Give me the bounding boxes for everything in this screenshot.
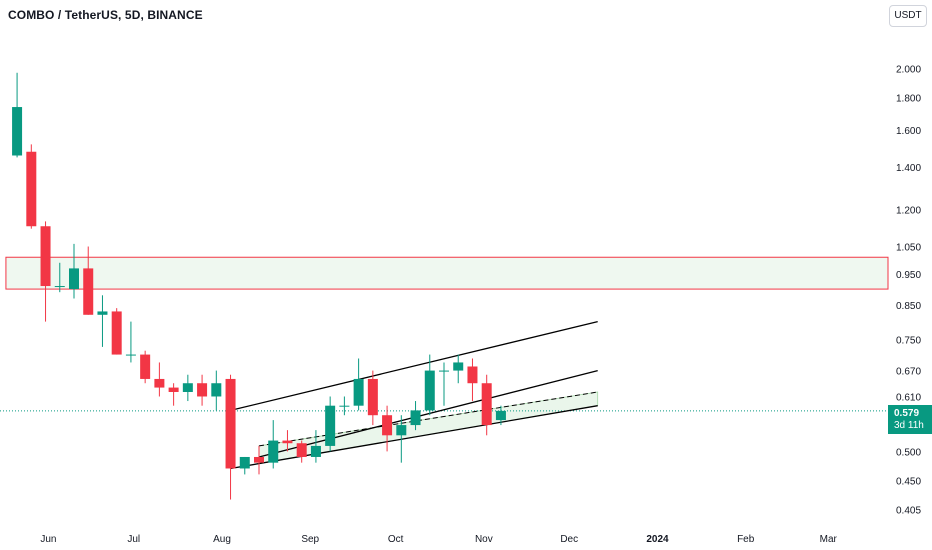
time-tick-label-7: Dec <box>560 534 578 545</box>
resistance-zone <box>5 256 889 290</box>
price-tick-label-10: 0.670 <box>896 367 921 378</box>
candle-body-21 <box>296 443 307 457</box>
candle-body-12 <box>168 387 179 392</box>
bar-countdown: 3d 11h <box>894 420 924 431</box>
candle-body-9 <box>125 354 136 356</box>
candle-body-15 <box>211 383 222 397</box>
price-tick-label-3: 1.600 <box>896 126 921 137</box>
candle-body-25 <box>353 378 364 406</box>
price-tick-label-14: 0.405 <box>896 506 921 517</box>
channel-lines-layer <box>0 320 888 470</box>
price-tick-label-9: 0.750 <box>896 335 921 346</box>
price-tick-label-13: 0.450 <box>896 476 921 487</box>
time-tick-label-5: Oct <box>388 534 404 545</box>
candle-body-35 <box>495 410 506 421</box>
price-tick-label-12: 0.500 <box>896 447 921 458</box>
time-tick-label-6: Nov <box>475 534 493 545</box>
time-tick-label-3: Aug <box>213 534 231 545</box>
candle-body-33 <box>467 366 478 384</box>
candle-body-18 <box>254 456 264 463</box>
candle-body-19 <box>268 440 279 463</box>
candle-body-7 <box>97 311 108 315</box>
candle-body-32 <box>453 362 464 371</box>
time-axis[interactable]: Jun Jul Aug Sep Oct Nov Dec 2024 Feb Mar <box>40 534 837 545</box>
candle-body-34 <box>481 383 492 426</box>
price-tick-label-7: 0.950 <box>896 270 921 281</box>
candle-body-27 <box>382 415 393 436</box>
candle-body-14 <box>197 383 208 397</box>
candle-body-29 <box>410 410 421 426</box>
candle-body-26 <box>367 378 378 416</box>
time-tick-label-9: Feb <box>737 534 755 545</box>
last-price-value: 0.579 <box>894 408 920 419</box>
price-tick-label-6: 1.050 <box>896 243 921 254</box>
time-tick-label-4: Sep <box>301 534 319 545</box>
price-axis[interactable]: 2.000 1.800 1.600 1.400 1.200 1.050 0.950 0.850… <box>896 65 921 517</box>
candle-body-8 <box>111 311 122 355</box>
candle-body-4 <box>54 286 65 288</box>
price-tick-label-1: 2.000 <box>896 65 921 76</box>
time-tick-label-2: Jul <box>127 534 140 545</box>
time-tick-label-1: Jun <box>40 534 56 545</box>
channel-line-1 <box>230 320 598 412</box>
candle-body-30 <box>424 370 435 411</box>
time-tick-label-8: 2024 <box>646 534 669 545</box>
price-tick-label-5: 1.200 <box>896 206 921 217</box>
candle-body-13 <box>182 383 193 392</box>
candle-body-1 <box>12 107 23 156</box>
candle-body-6 <box>83 268 94 315</box>
candle-body-5 <box>69 268 79 290</box>
resistance-zone-layer <box>5 256 889 290</box>
candle-body-20 <box>282 440 293 444</box>
candle-body-28 <box>396 425 407 436</box>
candles-layer <box>12 72 506 500</box>
candle-body-10 <box>140 354 151 379</box>
channel-line-2 <box>230 405 598 470</box>
currency-button[interactable]: USDT <box>889 5 927 27</box>
symbol-title: COMBO / TetherUS, 5D, BINANCE <box>8 8 203 22</box>
price-tick-label-4: 1.400 <box>896 163 921 174</box>
candle-body-23 <box>325 405 336 446</box>
price-tick-label-2: 1.800 <box>896 94 921 105</box>
candle-body-11 <box>154 378 165 388</box>
candle-body-2 <box>26 151 37 227</box>
candle-body-3 <box>40 226 51 287</box>
candle-body-24 <box>339 405 350 407</box>
candle-body-22 <box>310 445 321 457</box>
price-tick-label-11: 0.610 <box>896 392 921 403</box>
candle-body-31 <box>439 370 449 372</box>
time-tick-label-10: Mar <box>820 534 838 545</box>
last-price-badge: 0.579 3d 11h <box>888 405 932 434</box>
candle-body-16 <box>225 378 236 469</box>
price-tick-label-8: 0.850 <box>896 301 921 312</box>
candle-body-17 <box>239 456 250 469</box>
